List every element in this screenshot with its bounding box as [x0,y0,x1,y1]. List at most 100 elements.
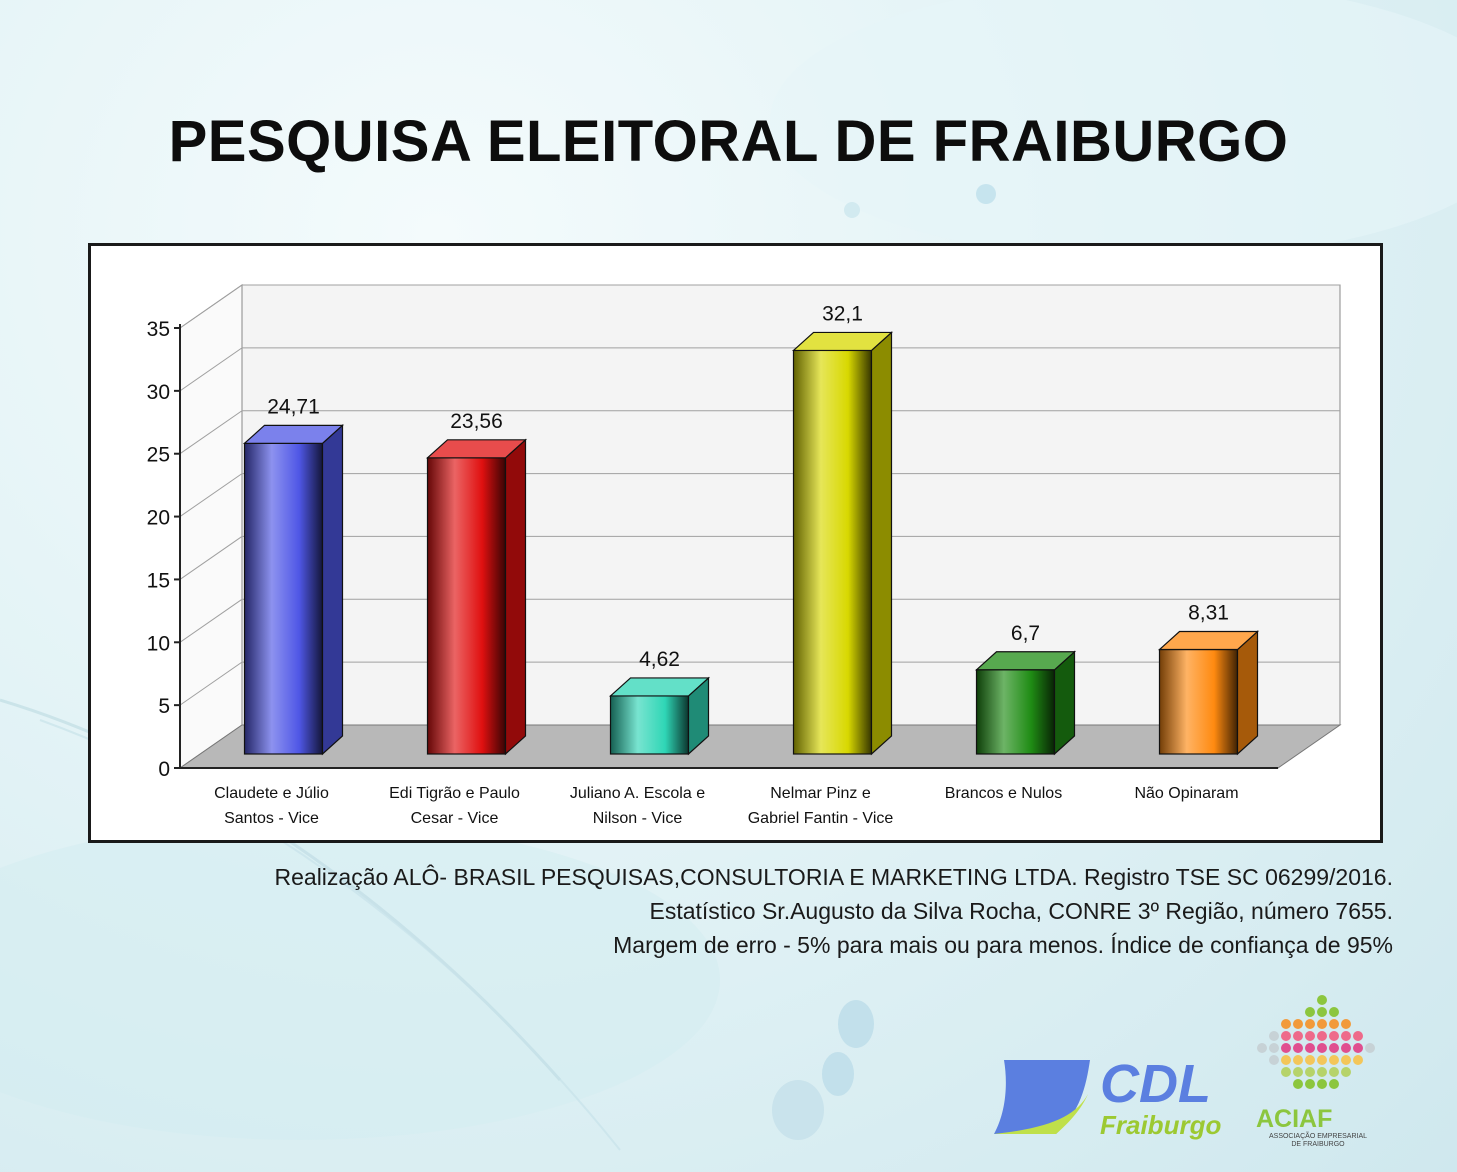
logo-dot [1305,1079,1315,1089]
logo-dot [1341,1055,1351,1065]
logo-dot [1329,1055,1339,1065]
logo-dot [1269,1055,1279,1065]
gridline [179,661,1340,706]
chart-back-wall [241,284,1341,726]
bar-value-label: 4,62 [639,648,680,671]
logo-dot [1281,1043,1291,1053]
footer-line-3: Margem de erro - 5% para mais ou para me… [613,932,1393,958]
logo-dot [1329,1019,1339,1029]
gridline [179,473,1340,517]
logo-dot [1329,1043,1339,1053]
bar-front [1158,648,1239,755]
x-tick-label: Não Opinaram [1134,785,1238,802]
logo-dot [1317,995,1327,1005]
x-tick-label: Nilson - Vice [593,810,683,827]
y-tick-label: 5 [158,695,170,718]
gridline [179,284,1340,329]
logo-dot [1269,1043,1279,1053]
bar-value-label: 8,31 [1188,602,1229,625]
bar-top [974,651,1077,671]
bar-side [1236,630,1259,756]
logo-dot [1353,1043,1363,1053]
x-tick-label: Santos - Vice [224,810,319,827]
logo-dot [1281,1031,1291,1041]
gridline [179,347,1340,392]
logo-dot [1281,1067,1291,1077]
x-tick-label: Edi Tigrão e Paulo [389,785,520,802]
bar-top [791,331,894,352]
logo-dot [1317,1055,1327,1065]
footer-line-1: Realização ALÔ- BRASIL PESQUISAS,CONSULT… [274,864,1394,890]
logo-dot [1341,1019,1351,1029]
logo-dot [1293,1031,1303,1041]
bar-value-label: 6,7 [1011,622,1040,645]
gridline [179,535,1340,580]
logo-dot [1329,1031,1339,1041]
y-tick-label: 20 [147,507,170,530]
logo-dot [1329,1079,1339,1089]
bar-top [242,424,345,444]
bar-top [608,677,711,697]
x-tick-label: Cesar - Vice [411,810,499,827]
logo-dot [1293,1019,1303,1029]
logo-dot [1317,1043,1327,1053]
y-tick-label: 30 [147,381,170,404]
bar-value-label: 24,71 [267,395,320,418]
bar-value-label: 32,1 [822,302,863,325]
logo-dot [1293,1043,1303,1053]
logo-dot [1365,1043,1375,1053]
aciaf-logo-subtext-1: ASSOCIAÇÃO EMPRESARIAL [1269,1131,1367,1140]
gridline [179,410,1340,455]
cdl-logo-subtext: Fraiburgo [1100,1110,1221,1140]
x-tick-label: Nelmar Pinz e [770,785,871,802]
logo-dot [1329,1007,1339,1017]
chart-side-wall [179,284,243,769]
page-title: PESQUISA ELEITORAL DE FRAIBURGO [168,109,1289,174]
footer-line-2: Estatístico Sr.Augusto da Silva Rocha, C… [649,898,1393,924]
logo-dot [1305,1031,1315,1041]
aciaf-logo-subtext-2: DE FRAIBURGO [1291,1141,1345,1148]
logo-dot [1293,1055,1303,1065]
cdl-logo-text: CDL [1100,1054,1211,1114]
bar-front [975,669,1056,755]
logo-dot [1341,1031,1351,1041]
x-tick-label: Brancos e Nulos [945,785,1062,802]
bar-front [609,695,690,755]
x-tick-label: Claudete e Júlio [214,785,329,802]
logo-dot [1317,1079,1327,1089]
logo-dot [1341,1067,1351,1077]
bar-value-label: 23,56 [450,410,503,433]
logo-dot [1305,1043,1315,1053]
logo-dot [1317,1019,1327,1029]
bar-side [870,331,893,756]
logo-dot [1305,1067,1315,1077]
y-tick-label: 0 [158,758,170,781]
bar-front [243,442,324,755]
bar-front [792,349,873,755]
logo-dot [1269,1031,1279,1041]
logo-dot [1317,1031,1327,1041]
logo-dot [1341,1043,1351,1053]
x-tick-label: Gabriel Fantin - Vice [748,810,894,827]
gridline [179,598,1340,643]
logo-dot [1317,1007,1327,1017]
logo-dot [1305,1007,1315,1017]
logo-dot [1353,1055,1363,1065]
logo-dot [1305,1055,1315,1065]
logo-dot [1353,1031,1363,1041]
logo-dot [1305,1019,1315,1029]
y-tick-label: 35 [147,318,170,341]
logo-dot [1317,1067,1327,1077]
cdl-logo: CDL Fraiburgo [994,1054,1221,1140]
bar-side [321,424,344,756]
bar-side [504,438,527,756]
logo-dot [1281,1019,1291,1029]
logo-dot [1329,1067,1339,1077]
logo-dot [1293,1079,1303,1089]
logo-dot [1293,1067,1303,1077]
aciaf-logo: ACIAF ASSOCIAÇÃO EMPRESARIAL DE FRAIBURG… [1256,995,1375,1148]
bar-top [1157,630,1260,651]
y-tick-label: 10 [147,632,170,655]
aciaf-logo-text: ACIAF [1256,1105,1332,1133]
